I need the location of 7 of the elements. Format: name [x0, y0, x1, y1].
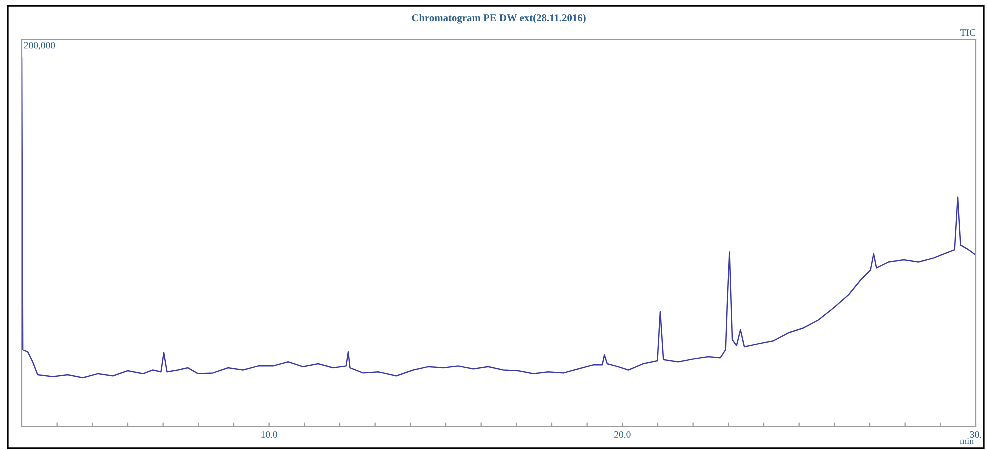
x-tick-label: 20.0 — [614, 431, 631, 438]
x-tick-label: 30. — [970, 431, 982, 438]
text: TIC — [960, 30, 976, 36]
chart-title: Chromatogram PE DW ext(28.11.2016) — [412, 14, 586, 24]
x-tick-label: 10.0 — [262, 431, 278, 438]
x-axis-title: min — [960, 438, 974, 444]
text: 200,000 — [24, 42, 56, 50]
